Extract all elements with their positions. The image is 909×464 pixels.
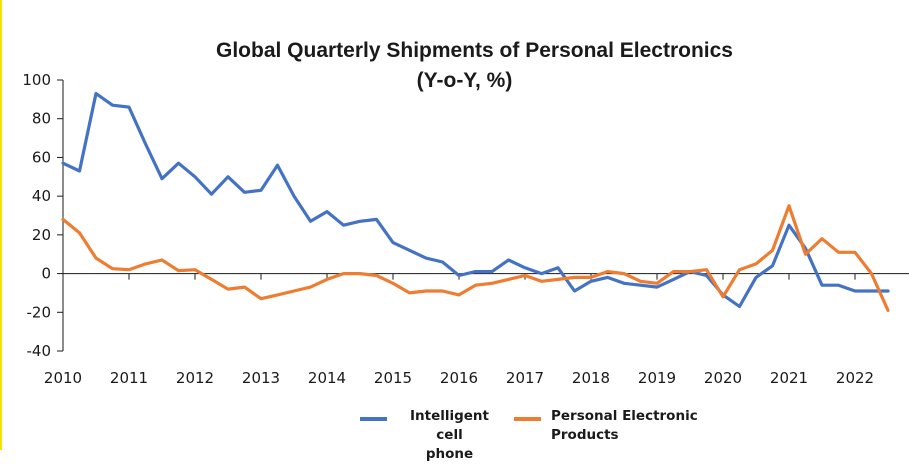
y-tick-label: 80 <box>32 110 51 128</box>
y-tick-label: 100 <box>22 71 51 89</box>
legend-item-personal-electronics: Personal Electronic Products <box>514 407 701 445</box>
y-tick-label: 20 <box>32 226 51 244</box>
legend-swatch-personal-electronics <box>514 417 541 421</box>
y-tick-label: 60 <box>32 148 51 166</box>
legend-label-personal-electronics: Personal Electronic Products <box>551 407 701 445</box>
legend-label-smartphone: Intelligent cell phone <box>397 407 502 464</box>
y-tick-label: 40 <box>32 187 51 205</box>
x-tick-label: 2014 <box>308 369 346 387</box>
y-tick-label: -40 <box>27 342 52 360</box>
legend-label-line: Intelligent cell <box>409 408 489 443</box>
axes: 100 80 60 40 20 0 -20 -40 2010 2011 2012 2013 2014 20… <box>22 71 909 387</box>
series-line-personal-electronic-products <box>61 204 890 312</box>
legend-label-line: Personal Electronic <box>551 408 698 424</box>
chart-subtitle: (Y-o-Y, %) <box>416 69 513 92</box>
legend: Intelligent cell phone Personal Electron… <box>360 407 701 464</box>
chart-title-block: Global Quarterly Shipments of Personal E… <box>0 36 909 96</box>
series-line-intelligent-cell-phone <box>61 91 890 309</box>
legend-label-line: Products <box>551 427 619 443</box>
x-tick-label: 2016 <box>440 369 478 387</box>
x-tick-label: 2017 <box>506 369 544 387</box>
y-tick-label: 0 <box>41 265 51 283</box>
chart-title: Global Quarterly Shipments of Personal E… <box>216 39 733 62</box>
x-tick-label: 2015 <box>374 369 412 387</box>
legend-label-line: phone <box>425 446 474 462</box>
x-tick-label: 2019 <box>638 369 676 387</box>
x-tick-label: 2011 <box>110 369 148 387</box>
legend-swatch-smartphone <box>360 417 387 421</box>
x-tick-label: 2010 <box>44 369 82 387</box>
left-border-accent <box>0 0 2 450</box>
x-tick-label: 2012 <box>176 369 214 387</box>
line-chart: 100 80 60 40 20 0 -20 -40 2010 2011 2012 2013 2014 20… <box>22 71 909 387</box>
legend-item-smartphone: Intelligent cell phone <box>360 407 514 464</box>
y-tick-label: -20 <box>27 303 52 321</box>
series-layer <box>61 91 890 312</box>
x-tick-label: 2021 <box>770 369 808 387</box>
x-tick-label: 2022 <box>836 369 874 387</box>
x-tick-label: 2020 <box>704 369 742 387</box>
x-tick-label: 2018 <box>572 369 610 387</box>
x-tick-label: 2013 <box>242 369 280 387</box>
